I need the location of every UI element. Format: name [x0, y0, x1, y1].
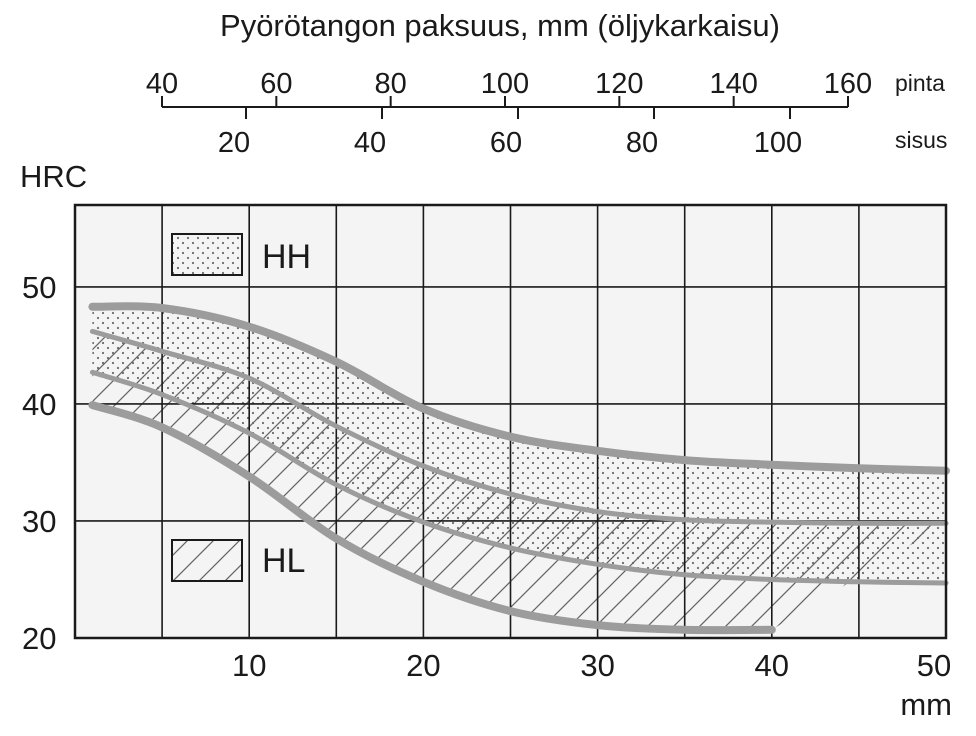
sisus-tick-label-60: 60: [490, 127, 522, 159]
plot-frame: [73, 203, 948, 640]
y-tick-label-30: 30: [22, 504, 56, 539]
sisus-label: sisus: [895, 127, 947, 153]
pinta-tick-label-80: 80: [375, 68, 407, 100]
x-tick-label-50: 50: [917, 648, 951, 683]
top-axes: 40 60 80 100 120 140 160 pinta 20 40 60 80 100 sisus: [146, 68, 948, 159]
chart-title: Pyörötangon paksuus, mm (öljykarkaisu): [220, 8, 780, 43]
legend-item-hl: HL: [171, 539, 305, 582]
x-tick-label-40: 40: [755, 648, 789, 683]
curve-hh-upper: [88, 302, 950, 475]
legend-swatch-hh: [171, 233, 243, 276]
y-tick-label-50: 50: [22, 270, 56, 305]
sisus-tick-label-40: 40: [354, 127, 386, 159]
x-tick-label-20: 20: [406, 648, 440, 683]
legend-label-hl: HL: [262, 542, 305, 580]
y-axis-label: HRC: [20, 159, 87, 194]
y-tick-label-20: 20: [22, 621, 56, 656]
x-axis-unit: mm: [900, 687, 952, 722]
y-tick-label-40: 40: [22, 387, 56, 422]
sisus-tick-label-20: 20: [218, 127, 250, 159]
grid: [75, 205, 946, 638]
x-ticks: 10 20 30 40 50: [232, 648, 951, 683]
pinta-tick-label-120: 120: [595, 68, 643, 100]
curve-hh-lower: [89, 369, 949, 586]
curve-hl-upper: [89, 328, 949, 526]
curve-hl-lower: [88, 401, 776, 635]
legend-swatch-hl: [171, 539, 243, 582]
legend-label-hh: HH: [262, 238, 311, 276]
x-tick-label-30: 30: [580, 648, 614, 683]
bands: [92, 306, 946, 631]
pinta-label: pinta: [895, 70, 945, 96]
legend: HH HL: [171, 233, 311, 582]
pinta-tick-label-100: 100: [481, 68, 529, 100]
pinta-tick-label-60: 60: [260, 68, 292, 100]
pinta-tick-label-160: 160: [824, 68, 872, 100]
x-tick-label-10: 10: [232, 648, 266, 683]
sisus-tick-label-80: 80: [626, 127, 658, 159]
pinta-tick-label-140: 140: [709, 68, 757, 100]
legend-item-hh: HH: [171, 233, 311, 276]
band-hh: [92, 306, 946, 583]
y-ticks: 20 30 40 50: [22, 270, 56, 656]
band-hl: [92, 331, 946, 631]
sisus-tick-label-100: 100: [754, 127, 802, 159]
curves: [88, 302, 950, 635]
pinta-tick-label-40: 40: [146, 68, 178, 100]
